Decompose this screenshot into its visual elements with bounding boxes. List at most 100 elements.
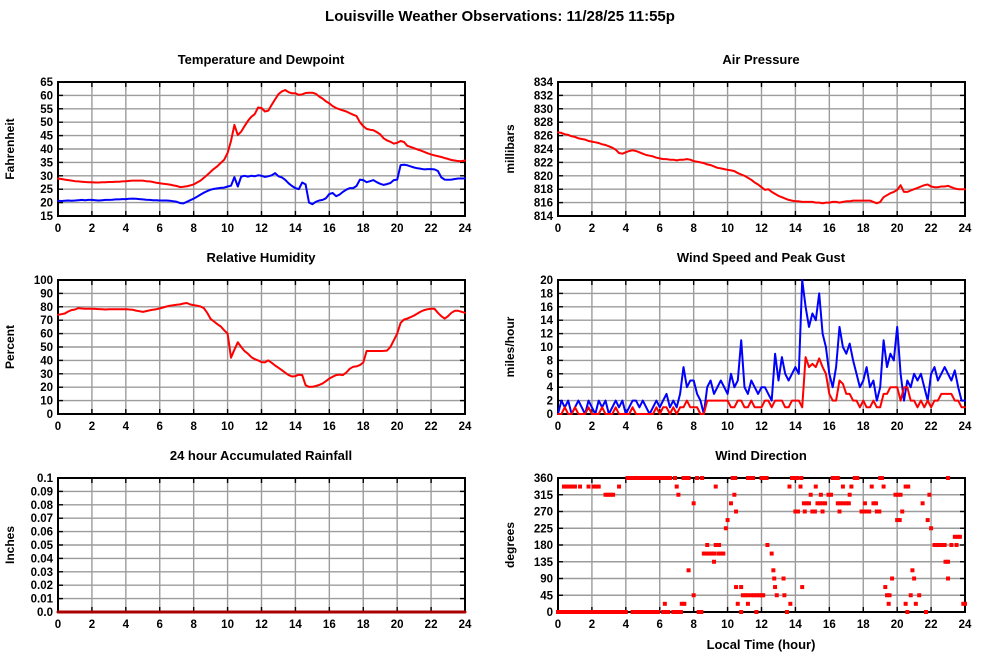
svg-text:6: 6 xyxy=(157,619,163,631)
svg-text:225: 225 xyxy=(534,523,554,535)
svg-text:0.04: 0.04 xyxy=(31,553,54,565)
svg-text:10: 10 xyxy=(221,421,234,433)
svg-text:16: 16 xyxy=(823,421,836,433)
svg-text:6: 6 xyxy=(657,421,663,433)
svg-text:4: 4 xyxy=(547,382,554,394)
svg-text:834: 834 xyxy=(534,77,554,89)
svg-text:0.09: 0.09 xyxy=(31,486,53,498)
svg-text:40: 40 xyxy=(40,144,53,156)
y-axis-label: Fahrenheit xyxy=(3,118,17,179)
svg-text:828: 828 xyxy=(534,117,554,129)
svg-text:10: 10 xyxy=(221,223,234,235)
svg-text:20: 20 xyxy=(40,382,53,394)
chart-air-pressure: Air Pressure millibars 0 2 4 6 8 10 12 14 16 18 20… xyxy=(500,46,1000,262)
svg-text:4: 4 xyxy=(123,421,130,433)
svg-text:22: 22 xyxy=(425,619,438,631)
svg-text:826: 826 xyxy=(534,131,553,143)
wind-direction-plot: Wind Direction degrees Local Time (hour)… xyxy=(503,448,972,652)
svg-text:18: 18 xyxy=(357,421,370,433)
svg-text:15: 15 xyxy=(40,211,53,223)
svg-text:14: 14 xyxy=(289,223,302,235)
svg-text:22: 22 xyxy=(425,421,438,433)
svg-text:4: 4 xyxy=(623,619,630,631)
svg-text:22: 22 xyxy=(425,223,438,235)
svg-text:8: 8 xyxy=(690,421,697,433)
svg-text:6: 6 xyxy=(157,223,163,235)
chart-title: 24 hour Accumulated Rainfall xyxy=(170,448,352,463)
svg-text:35: 35 xyxy=(40,157,53,169)
svg-text:24: 24 xyxy=(959,223,972,235)
svg-text:8: 8 xyxy=(690,619,697,631)
svg-text:315: 315 xyxy=(534,490,554,502)
air-pressure-plot: Air Pressure millibars 0 2 4 6 8 10 12 14 16 18 20… xyxy=(503,52,972,235)
svg-text:6: 6 xyxy=(157,421,163,433)
svg-text:135: 135 xyxy=(534,557,554,569)
svg-text:2: 2 xyxy=(589,223,595,235)
chart-title: Relative Humidity xyxy=(206,250,316,265)
svg-text:0: 0 xyxy=(47,409,53,421)
svg-text:16: 16 xyxy=(540,302,553,314)
svg-text:8: 8 xyxy=(190,421,197,433)
svg-text:0: 0 xyxy=(547,607,553,619)
svg-text:18: 18 xyxy=(357,223,370,235)
svg-text:4: 4 xyxy=(123,223,130,235)
svg-text:4: 4 xyxy=(623,223,630,235)
svg-text:90: 90 xyxy=(40,288,53,300)
chart-title: Wind Direction xyxy=(715,448,807,463)
svg-text:8: 8 xyxy=(690,223,697,235)
svg-text:16: 16 xyxy=(823,619,836,631)
y-axis-label: Percent xyxy=(3,325,17,369)
svg-text:0: 0 xyxy=(555,619,561,631)
svg-text:0: 0 xyxy=(555,223,561,235)
svg-text:90: 90 xyxy=(540,574,553,586)
svg-text:65: 65 xyxy=(40,77,53,89)
svg-text:0.06: 0.06 xyxy=(31,527,53,539)
svg-text:0: 0 xyxy=(547,409,553,421)
svg-text:12: 12 xyxy=(755,619,768,631)
svg-text:0: 0 xyxy=(55,223,61,235)
svg-text:24: 24 xyxy=(459,619,472,631)
svg-text:22: 22 xyxy=(925,421,938,433)
svg-text:360: 360 xyxy=(534,473,553,485)
svg-text:832: 832 xyxy=(534,90,553,102)
svg-text:4: 4 xyxy=(623,421,630,433)
svg-text:0.03: 0.03 xyxy=(31,567,53,579)
y-axis-label: degrees xyxy=(503,522,517,568)
svg-text:18: 18 xyxy=(857,421,870,433)
svg-text:25: 25 xyxy=(40,184,53,196)
svg-text:24: 24 xyxy=(459,223,472,235)
svg-text:20: 20 xyxy=(391,421,404,433)
svg-text:816: 816 xyxy=(534,198,553,210)
svg-text:4: 4 xyxy=(123,619,130,631)
svg-text:16: 16 xyxy=(323,223,336,235)
chart-title: Air Pressure xyxy=(722,52,799,67)
svg-text:0.0: 0.0 xyxy=(37,607,53,619)
svg-text:10: 10 xyxy=(40,396,53,408)
svg-text:180: 180 xyxy=(534,540,553,552)
svg-text:12: 12 xyxy=(755,223,768,235)
relative-humidity-plot: Relative Humidity Percent 0 2 4 6 8 10 12 14 16 1… xyxy=(3,250,472,433)
svg-text:822: 822 xyxy=(534,157,553,169)
svg-text:20: 20 xyxy=(891,619,904,631)
svg-text:16: 16 xyxy=(323,619,336,631)
svg-text:0.02: 0.02 xyxy=(31,580,53,592)
svg-text:820: 820 xyxy=(534,171,553,183)
svg-text:14: 14 xyxy=(789,619,802,631)
svg-text:6: 6 xyxy=(657,223,663,235)
svg-text:2: 2 xyxy=(589,421,595,433)
chart-relative-humidity: Relative Humidity Percent 0 2 4 6 8 10 12 14 16 1… xyxy=(0,244,500,460)
svg-text:0: 0 xyxy=(555,421,561,433)
svg-text:0: 0 xyxy=(55,421,61,433)
svg-text:8: 8 xyxy=(547,355,554,367)
svg-text:0.05: 0.05 xyxy=(31,540,54,552)
page-title: Louisville Weather Observations: 11/28/2… xyxy=(325,8,675,25)
svg-text:14: 14 xyxy=(289,421,302,433)
svg-text:10: 10 xyxy=(721,619,734,631)
svg-text:30: 30 xyxy=(40,171,53,183)
svg-text:10: 10 xyxy=(540,342,553,354)
svg-text:22: 22 xyxy=(925,619,938,631)
